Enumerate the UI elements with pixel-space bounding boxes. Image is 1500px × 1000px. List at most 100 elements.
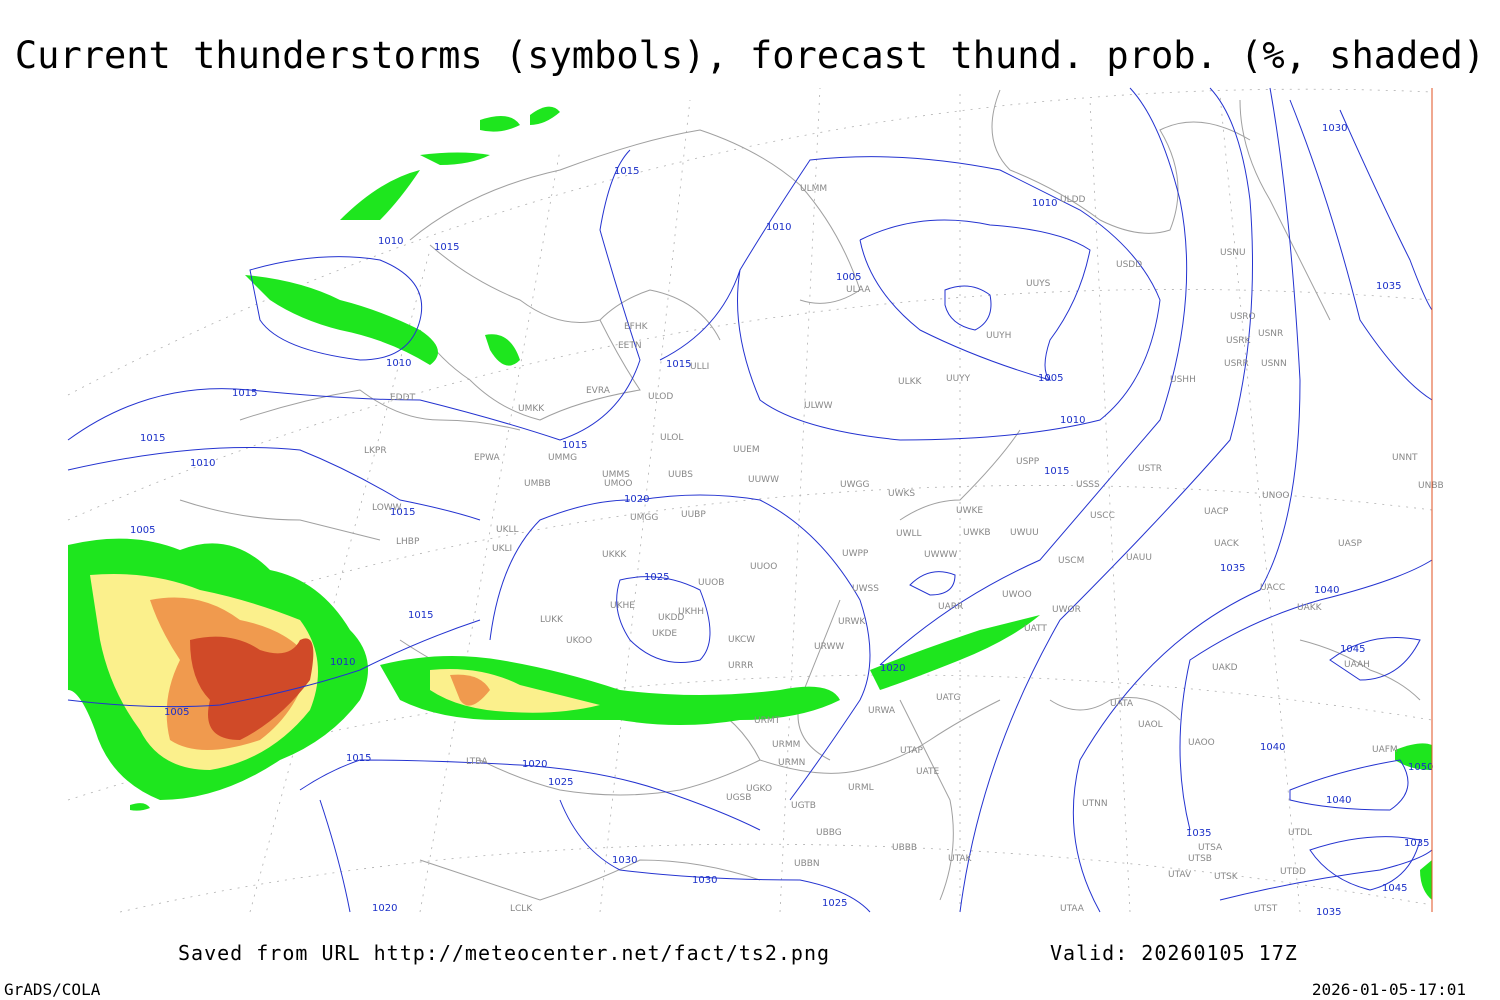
station-label: UKHH — [678, 607, 704, 617]
isobar-label: 1005 — [130, 525, 155, 536]
station-label: UUWW — [748, 475, 779, 485]
source-url: Saved from URL http://meteocenter.net/fa… — [178, 941, 830, 965]
software-credit: GrADS/COLA — [4, 980, 101, 999]
isobar-label: 1005 — [164, 707, 189, 718]
title: Current thunderstorms (symbols), forecas… — [15, 34, 1485, 77]
isobar-label: 1040 — [1314, 585, 1339, 596]
station-label: UAKD — [1212, 663, 1238, 673]
station-label: EPWA — [474, 453, 501, 463]
station-label: UASP — [1338, 539, 1362, 549]
station-label: USCC — [1090, 511, 1115, 521]
map-labels: 1015 1010 1015 1010 1010 1005 1030 1035 1015 1010… — [130, 123, 1444, 918]
isobar-label: 1015 — [346, 753, 371, 764]
station-label: UTAK — [948, 854, 973, 864]
station-label: UTAP — [900, 746, 924, 756]
station-label: UMMS — [602, 470, 630, 480]
station-label: UAAH — [1344, 660, 1370, 670]
station-label: UAUU — [1126, 553, 1152, 563]
station-label: UWOO — [1002, 590, 1032, 600]
station-label: UWPP — [842, 549, 869, 559]
isobar-label: 1010 — [386, 358, 411, 369]
isobar-label: 1020 — [522, 759, 547, 770]
station-label: URWK — [838, 617, 866, 627]
station-label: UKCW — [728, 635, 755, 645]
station-label: LCLK — [510, 904, 533, 914]
isobar-label: 1010 — [1032, 198, 1057, 209]
isobar-label: 1045 — [1382, 883, 1407, 894]
isobar-label: 1015 — [390, 507, 415, 518]
station-label: UKOO — [566, 636, 592, 646]
station-label: UTST — [1254, 904, 1278, 914]
isobar-label: 1050 — [1408, 762, 1433, 773]
station-label: USTR — [1138, 464, 1162, 474]
station-label: UMGG — [630, 513, 658, 523]
isobar-label: 1025 — [822, 898, 847, 909]
station-label: URMN — [778, 758, 805, 768]
station-label: UGSB — [726, 793, 751, 803]
isobar-label: 1015 — [666, 359, 691, 370]
station-label: UBBB — [892, 843, 917, 853]
station-label: UACP — [1204, 507, 1229, 517]
station-label: UAFM — [1372, 745, 1398, 755]
station-label: USDD — [1116, 260, 1142, 270]
station-label: LHBP — [396, 537, 420, 547]
isobar-label: 1015 — [1044, 466, 1069, 477]
station-label: ULWW — [804, 401, 833, 411]
station-label: UKLI — [492, 544, 512, 554]
station-label: UTSA — [1198, 843, 1223, 853]
isobar-label: 1015 — [614, 166, 639, 177]
map-area — [68, 88, 1432, 912]
station-label: UWKB — [963, 528, 991, 538]
station-label: UTSB — [1188, 854, 1212, 864]
station-label: EVRA — [586, 386, 611, 396]
station-label: USCM — [1058, 556, 1084, 566]
isobar-label: 1020 — [372, 903, 397, 914]
isobar-label: 1010 — [190, 458, 215, 469]
station-label: UNOO — [1262, 491, 1290, 501]
station-label: UAKK — [1297, 603, 1323, 613]
station-label: ULDD — [1060, 195, 1086, 205]
isobar-label: 1025 — [644, 572, 669, 583]
station-label: UMKK — [518, 404, 545, 414]
station-label: ULOL — [660, 433, 683, 443]
station-label: UNBB — [1418, 481, 1444, 491]
timestamp: 2026-01-05-17:01 — [1312, 980, 1466, 999]
station-label: UTNN — [1082, 799, 1108, 809]
isobar-label: 1015 — [562, 440, 587, 451]
station-label: USNR — [1258, 329, 1283, 339]
isobar-label: 1010 — [766, 222, 791, 233]
isobar-label: 1040 — [1326, 795, 1351, 806]
isobar-label: 1035 — [1404, 838, 1429, 849]
station-label: ULAA — [846, 285, 871, 295]
station-label: UWUU — [1010, 528, 1039, 538]
station-label: UUEM — [733, 445, 760, 455]
station-label: UKDE — [652, 629, 677, 639]
station-label: UGTB — [791, 801, 816, 811]
station-label: UWGG — [840, 480, 869, 490]
station-label: URWA — [868, 706, 896, 716]
station-label: UAOL — [1138, 720, 1163, 730]
station-label: LOWW — [372, 503, 402, 513]
station-label: UUYY — [946, 374, 971, 384]
station-label: USRO — [1230, 312, 1256, 322]
station-label: EFHK — [624, 322, 649, 332]
station-label: ULOD — [648, 392, 673, 402]
station-label: UMMG — [548, 453, 577, 463]
isobar-label: 1015 — [232, 388, 257, 399]
isobar-label: 1035 — [1186, 828, 1211, 839]
station-label: UMBB — [524, 479, 551, 489]
station-label: UWKE — [956, 506, 983, 516]
station-label: USRR — [1224, 359, 1249, 369]
isobar-label: 1035 — [1220, 563, 1245, 574]
station-label: UBBN — [794, 859, 820, 869]
station-label: UKHE — [610, 601, 635, 611]
station-label: URML — [848, 783, 874, 793]
station-label: URMT — [754, 716, 781, 726]
station-label: UARR — [938, 602, 963, 612]
station-label: URWW — [814, 642, 844, 652]
station-label: UUOB — [698, 578, 724, 588]
station-label: LKPR — [364, 446, 387, 456]
isobar-label: 1020 — [624, 494, 649, 505]
